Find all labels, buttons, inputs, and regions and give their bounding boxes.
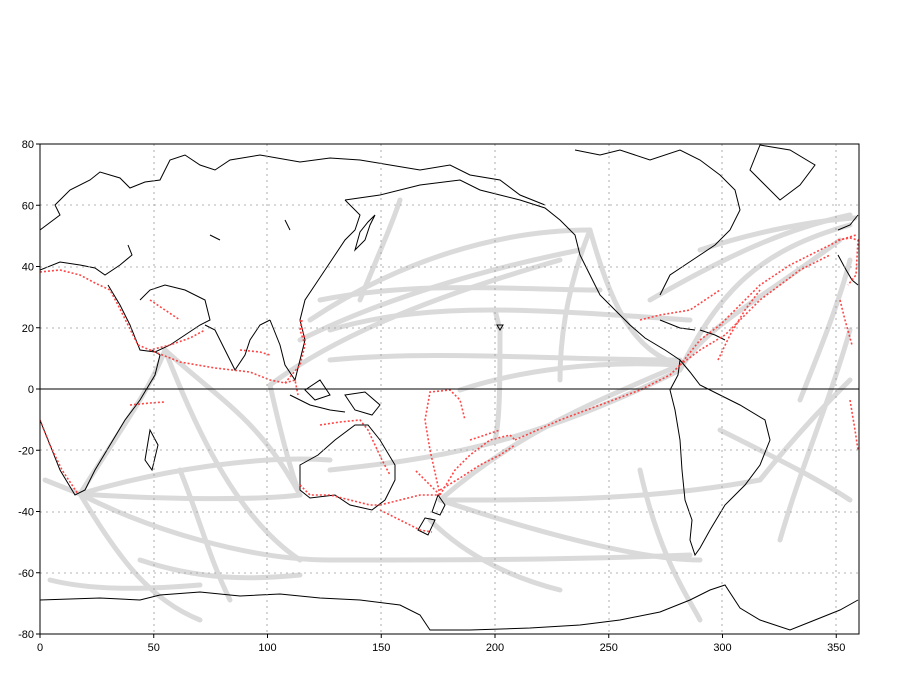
y-tick-label: -40	[18, 507, 34, 519]
x-tick-label: 300	[713, 642, 731, 654]
grid-lines	[40, 144, 859, 634]
x-tick-label: 50	[148, 642, 160, 654]
x-tick-label: 100	[258, 642, 276, 654]
y-axis: 80 60 40 20 0 -20 -40 -60 -80	[18, 139, 40, 641]
shipping-tracks-grey	[42, 197, 858, 623]
y-tick-label: 40	[22, 262, 34, 274]
y-tick-label: -20	[18, 445, 34, 457]
y-tick-label: -60	[18, 568, 34, 580]
shipping-tracks-red	[40, 234, 859, 533]
y-tick-label: 20	[22, 323, 34, 335]
coastlines	[40, 144, 859, 631]
y-tick-label: 80	[22, 139, 34, 151]
x-tick-label: 350	[827, 642, 845, 654]
x-axis: 0 50 100 150 200 250 300 350	[37, 634, 845, 654]
x-tick-label: 0	[37, 642, 43, 654]
y-tick-label: -80	[18, 629, 34, 641]
x-tick-label: 150	[372, 642, 390, 654]
x-tick-label: 200	[486, 642, 504, 654]
y-tick-label: 60	[22, 200, 34, 212]
y-tick-label: 0	[28, 384, 34, 396]
x-tick-label: 250	[600, 642, 618, 654]
